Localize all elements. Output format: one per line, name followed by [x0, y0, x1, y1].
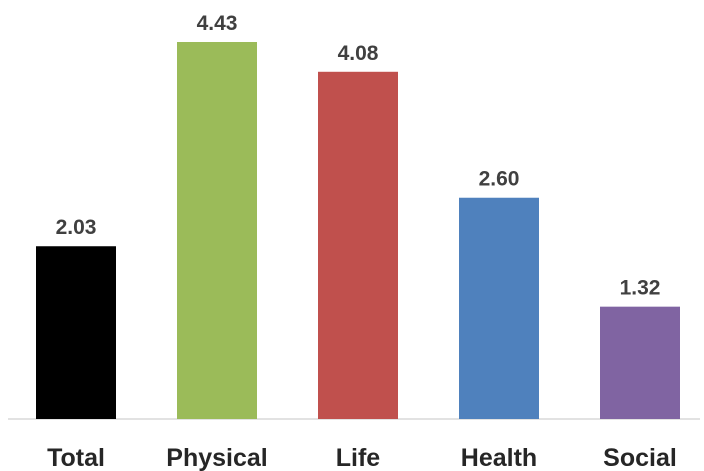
bar-physical	[177, 42, 257, 419]
bar-life	[318, 71, 398, 419]
value-label-total: 2.03	[56, 216, 97, 239]
bars-group	[36, 42, 680, 419]
category-labels-group: Total Physical Life Health Social	[47, 444, 677, 471]
value-label-social: 1.32	[620, 277, 661, 300]
value-label-health: 2.60	[479, 168, 520, 191]
bar-health	[459, 197, 539, 419]
bar-total	[36, 246, 116, 419]
value-labels-group: 2.03 4.43 4.08 2.60 1.32	[56, 12, 661, 300]
value-label-physical: 4.43	[197, 12, 238, 35]
category-label-life: Life	[336, 444, 381, 471]
category-label-physical: Physical	[166, 444, 267, 471]
category-label-health: Health	[461, 444, 537, 471]
category-label-total: Total	[47, 444, 105, 471]
value-label-life: 4.08	[338, 42, 379, 65]
category-label-social: Social	[603, 444, 677, 471]
bar-social	[600, 306, 680, 419]
